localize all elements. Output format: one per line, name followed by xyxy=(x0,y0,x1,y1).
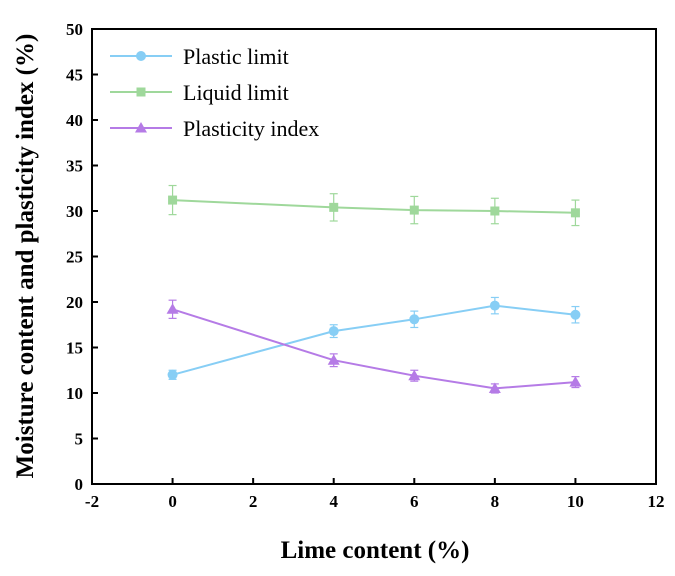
data-point xyxy=(408,369,421,381)
data-point xyxy=(570,208,580,218)
data-point xyxy=(409,314,420,325)
legend-item: Plastic limit xyxy=(110,44,289,69)
y-tick-label: 50 xyxy=(66,20,83,39)
legend-label: Liquid limit xyxy=(183,80,289,105)
y-tick-label: 5 xyxy=(75,430,84,449)
legend-marker xyxy=(136,87,146,97)
data-point xyxy=(570,309,581,320)
y-tick-label: 45 xyxy=(66,66,83,85)
x-tick-label: 10 xyxy=(567,492,584,511)
plot-border xyxy=(91,28,657,485)
series-plastic-limit xyxy=(167,296,581,380)
y-tick-label: 25 xyxy=(66,248,83,267)
data-point xyxy=(490,206,500,216)
x-tick-label: -2 xyxy=(85,492,99,511)
data-point xyxy=(569,376,582,387)
legend-marker xyxy=(136,51,146,61)
x-tick-label: 2 xyxy=(249,492,258,511)
data-point xyxy=(166,303,179,314)
data-point xyxy=(488,382,501,393)
y-tick-label: 20 xyxy=(66,293,83,312)
series-liquid-limit xyxy=(168,184,580,227)
legend-label: Plastic limit xyxy=(183,44,289,69)
legend-marker xyxy=(135,122,147,133)
y-axis-ticks: 0 5 10 15 20 25 30 35 40 45 50 xyxy=(66,20,98,494)
data-point xyxy=(167,369,178,380)
y-tick-label: 35 xyxy=(66,157,83,176)
x-tick-label: 4 xyxy=(329,492,338,511)
data-point xyxy=(329,202,339,212)
x-tick-label: 0 xyxy=(168,492,177,511)
data-point xyxy=(328,326,339,337)
data-point xyxy=(327,354,340,365)
legend-item: Plasticity index xyxy=(110,116,319,141)
x-tick-label: 8 xyxy=(491,492,500,511)
y-tick-label: 10 xyxy=(66,384,83,403)
x-tick-label: 6 xyxy=(410,492,419,511)
data-point xyxy=(409,205,419,215)
series-line xyxy=(172,199,576,214)
legend-item: Liquid limit xyxy=(110,80,289,105)
series-layer xyxy=(166,184,582,394)
y-tick-label: 40 xyxy=(66,111,83,130)
plot-frame xyxy=(91,28,657,485)
y-tick-label: 15 xyxy=(66,339,83,358)
x-tick-label: 12 xyxy=(648,492,665,511)
data-point xyxy=(489,300,500,311)
y-tick-label: 30 xyxy=(66,202,83,221)
y-axis-title: Moisture content and plasticity index (%… xyxy=(12,34,39,479)
x-axis-title: Lime content (%) xyxy=(281,537,470,564)
data-point xyxy=(168,195,178,205)
x-axis-ticks: -2 0 2 4 6 8 10 12 xyxy=(85,478,665,511)
series-line xyxy=(172,308,576,390)
series-plasticity-index xyxy=(166,299,582,394)
legend-label: Plasticity index xyxy=(183,116,319,141)
series-line xyxy=(172,304,576,376)
legend: Plastic limit Liquid limit Plasticity inde… xyxy=(110,44,319,141)
y-tick-label: 0 xyxy=(75,475,84,494)
